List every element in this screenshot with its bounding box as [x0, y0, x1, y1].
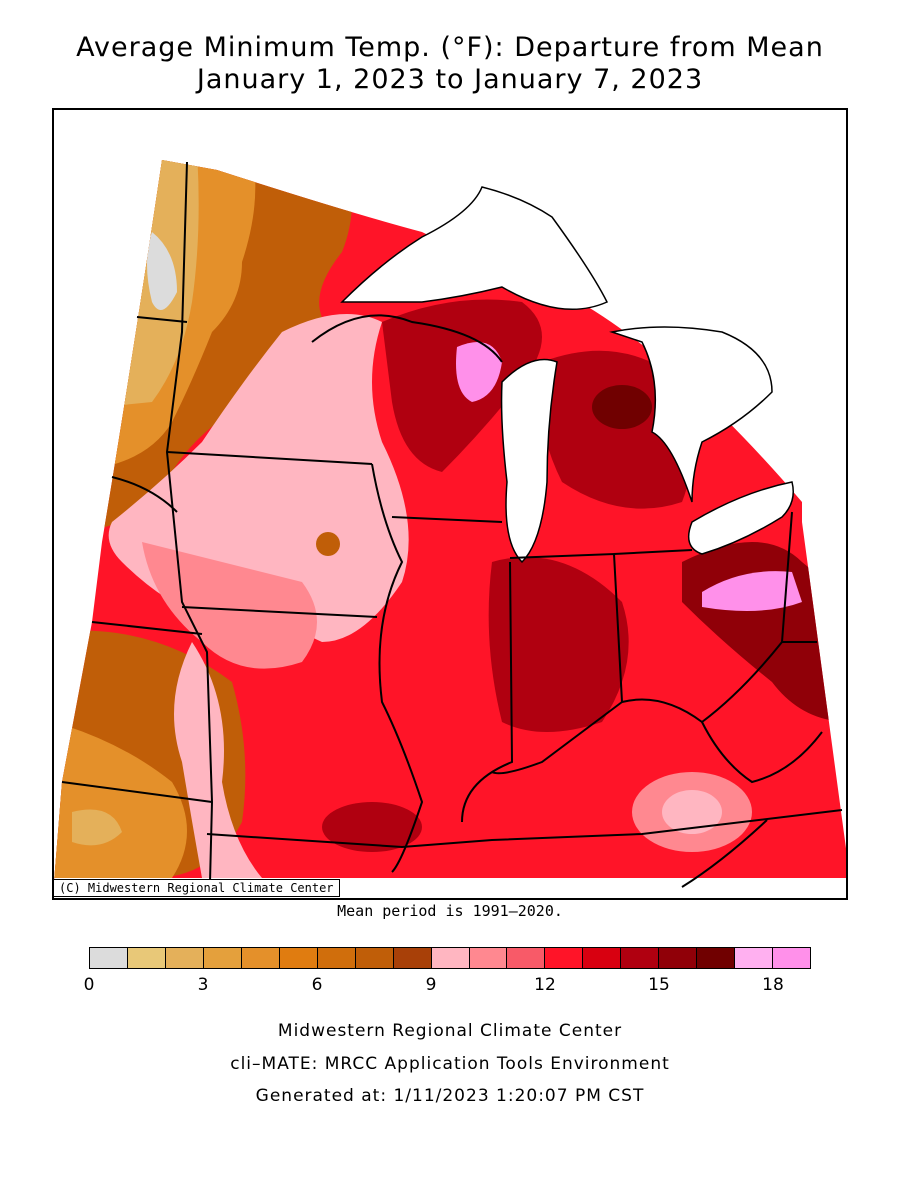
legend-swatch: [203, 948, 242, 968]
legend-swatch: [127, 948, 166, 968]
great-lakes: [340, 186, 794, 564]
legend-tick-label: 9: [425, 975, 437, 995]
legend-swatch: [507, 948, 546, 968]
footer-tool-name: cli–MATE: MRCC Application Tools Environ…: [230, 1054, 670, 1074]
legend-swatch: [279, 948, 318, 968]
legend-tick-label: 3: [197, 975, 209, 995]
credit-label: (C) Midwestern Regional Climate Center: [53, 879, 340, 897]
legend-swatch: [431, 948, 470, 968]
color-legend: [89, 947, 811, 971]
legend-swatch: [165, 948, 204, 968]
legend-swatch: [317, 948, 356, 968]
legend-swatch: [90, 948, 128, 968]
legend-swatch: [583, 948, 622, 968]
footer-organization: Midwestern Regional Climate Center: [277, 1021, 623, 1041]
legend-color-bar: [89, 947, 811, 969]
legend-swatch: [621, 948, 660, 968]
footer-generated-time: Generated at: 1/11/2023 1:20:07 PM CST: [255, 1086, 645, 1106]
legend-swatch: [355, 948, 394, 968]
legend-swatch: [697, 948, 736, 968]
legend-swatch: [735, 948, 774, 968]
legend-swatch: [545, 948, 584, 968]
map-date-range: January 1, 2023 to January 7, 2023: [196, 64, 704, 95]
state-boundaries: [61, 161, 843, 888]
map-title: Average Minimum Temp. (°F): Departure fr…: [76, 32, 824, 63]
legend-swatch: [469, 948, 508, 968]
legend-swatch: [659, 948, 698, 968]
legend-swatch: [393, 948, 432, 968]
legend-tick-label: 12: [534, 975, 556, 995]
legend-tick-label: 18: [762, 975, 784, 995]
legend-tick-label: 0: [83, 975, 95, 995]
map-frame: [52, 108, 848, 900]
legend-swatch: [241, 948, 280, 968]
legend-swatch: [773, 948, 811, 968]
temperature-departure-map: [54, 160, 846, 888]
legend-tick-label: 15: [648, 975, 670, 995]
legend-tick-label: 6: [311, 975, 323, 995]
mean-period-note: Mean period is 1991–2020.: [337, 902, 563, 920]
